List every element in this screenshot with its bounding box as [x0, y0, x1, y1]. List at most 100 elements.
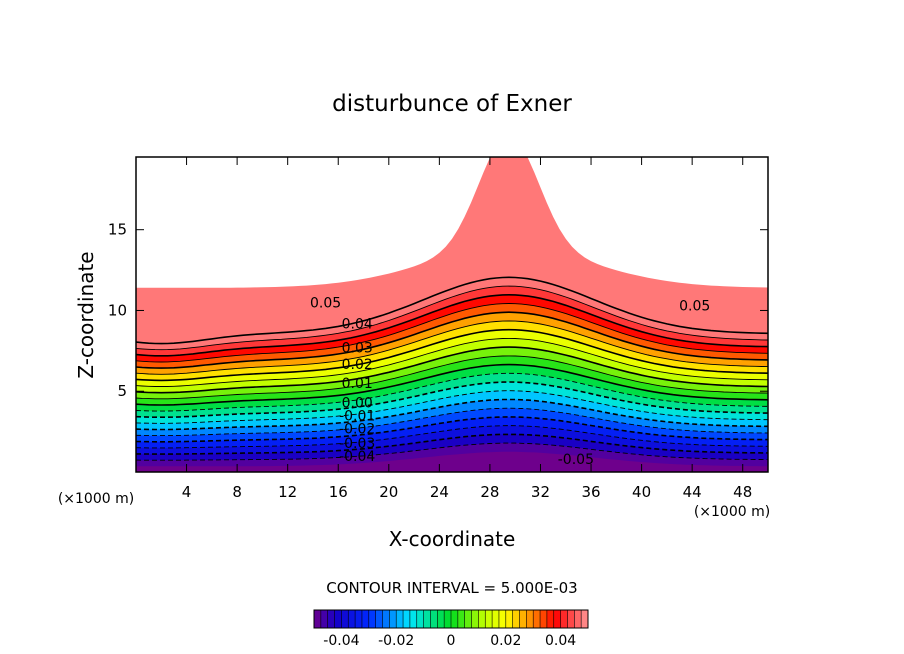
- colorbar-swatch: [533, 610, 541, 628]
- colorbar-tick-labels: -0.04 -0.02 0 0.02 0.04: [323, 633, 576, 649]
- contour-label: 0.05: [679, 299, 710, 315]
- colorbar-swatch: [320, 610, 329, 628]
- contour-line: [136, 416, 768, 443]
- colorbar-swatch: [526, 610, 534, 628]
- contour-line: [136, 337, 768, 387]
- colorbar-swatch: [581, 610, 589, 628]
- contour-label: -0.05: [558, 452, 594, 468]
- x-tick-label: 32: [531, 483, 550, 501]
- y-axis-ticks: 5 10 15: [108, 221, 768, 400]
- contour-line: [136, 390, 768, 424]
- colorbar: [313, 609, 589, 629]
- colorbar-swatch: [540, 610, 548, 628]
- x-tick-label: 20: [379, 483, 398, 501]
- contour-label: 0.02: [342, 357, 373, 373]
- x-tick-label: 24: [430, 483, 449, 501]
- colorbar-swatch: [416, 610, 425, 628]
- colorbar-swatch: [389, 610, 397, 628]
- contour-line: [136, 407, 768, 437]
- colorbar-swatch: [512, 610, 520, 628]
- contour-line: [136, 425, 768, 449]
- colorbar-swatch: [361, 610, 370, 628]
- colorbar-swatch: [519, 610, 527, 628]
- colorbar-swatch: [409, 610, 418, 628]
- colorbar-swatch: [355, 610, 363, 628]
- chart-title: disturbunce of Exner: [332, 91, 572, 117]
- y-tick-label: 5: [117, 382, 127, 400]
- contour-labels: 0.050.040.030.020.010.00-0.01-0.02-0.03-…: [310, 295, 710, 468]
- contour-line: [136, 372, 768, 412]
- x-axis-label: X-coordinate: [389, 527, 516, 551]
- plot-frame: [135, 156, 769, 473]
- x-tick-label: 16: [329, 483, 348, 501]
- colorbar-swatch: [457, 610, 466, 628]
- contour-label: 0.05: [310, 295, 341, 311]
- contour-label: 0.01: [342, 376, 373, 392]
- contour-line: [136, 293, 768, 357]
- x-tick-label: 28: [480, 483, 499, 501]
- colorbar-swatch: [396, 610, 404, 628]
- x-tick-label: 48: [733, 483, 752, 501]
- colorbar-swatch: [314, 610, 322, 628]
- colorbar-tick-label: -0.04: [323, 633, 359, 649]
- colorbar-swatch: [505, 610, 514, 628]
- contour-label: -0.01: [339, 408, 375, 424]
- colorbar-tick-label: 0: [447, 633, 456, 649]
- colorbar-swatch: [334, 610, 342, 628]
- colorbar-swatch: [464, 610, 473, 628]
- contour-line: [136, 346, 768, 394]
- colorbar-swatch: [492, 610, 500, 628]
- y-tick-label: 10: [108, 301, 127, 319]
- colorbar-swatch: [368, 610, 377, 628]
- colorbar-swatch: [327, 610, 336, 628]
- colorbar-swatch: [485, 610, 493, 628]
- x-tick-label: 12: [278, 483, 297, 501]
- contour-line: [136, 311, 768, 369]
- x-tick-label: 44: [683, 483, 702, 501]
- contour-line: [136, 276, 768, 345]
- colorbar-swatch: [574, 610, 582, 628]
- colorbar-frame: [313, 609, 589, 629]
- colorbar-swatch: [553, 610, 562, 628]
- colorbar-tick-label: -0.02: [378, 633, 414, 649]
- colorbar-swatch: [498, 610, 507, 628]
- contour-line: [136, 433, 768, 455]
- colorbar-swatch: [382, 610, 390, 628]
- x-axis-ticks: 4 8 12 16 20 24 28 32 36 40 44 48: [182, 157, 752, 501]
- x-tick-label: 4: [182, 483, 192, 501]
- x-tick-label: 40: [632, 483, 651, 501]
- contour-label: -0.04: [339, 449, 375, 465]
- y-axis-label: Z-coordinate: [74, 251, 98, 378]
- contour-line: [136, 303, 768, 363]
- colorbar-swatch: [560, 610, 568, 628]
- contour-label: 0.04: [342, 316, 373, 332]
- colorbar-swatch: [430, 610, 438, 628]
- contour-lines: [136, 276, 768, 461]
- x-tick-label: 8: [232, 483, 242, 501]
- colorbar-tick-label: 0.02: [490, 633, 521, 649]
- contour-field: [136, 157, 768, 472]
- colorbar-swatch: [375, 610, 383, 628]
- contour-band: [136, 451, 768, 472]
- colorbar-swatch: [341, 610, 349, 628]
- colorbar-swatch: [478, 610, 486, 628]
- colorbar-tick-label: 0.04: [545, 633, 576, 649]
- contour-interval-label: CONTOUR INTERVAL = 5.000E-03: [326, 579, 577, 597]
- contour-line: [136, 381, 768, 418]
- contour-label: 0.00: [342, 396, 373, 412]
- colorbar-swatch: [451, 610, 459, 628]
- contour-line: [136, 328, 768, 382]
- colorbar-swatch: [546, 610, 555, 628]
- colorbar-swatch: [423, 610, 431, 628]
- x-unit-label-left: (×1000 m): [58, 491, 134, 507]
- colorbar-swatch: [437, 610, 445, 628]
- contour-line: [136, 355, 768, 400]
- colorbar-swatch: [471, 610, 479, 628]
- colorbar-swatch: [444, 610, 452, 628]
- contour-label: 0.03: [342, 341, 373, 357]
- colorbar-swatch: [348, 610, 356, 628]
- contour-line: [136, 398, 768, 431]
- contour-line: [136, 363, 768, 406]
- x-unit-label-right: (×1000 m): [694, 504, 770, 520]
